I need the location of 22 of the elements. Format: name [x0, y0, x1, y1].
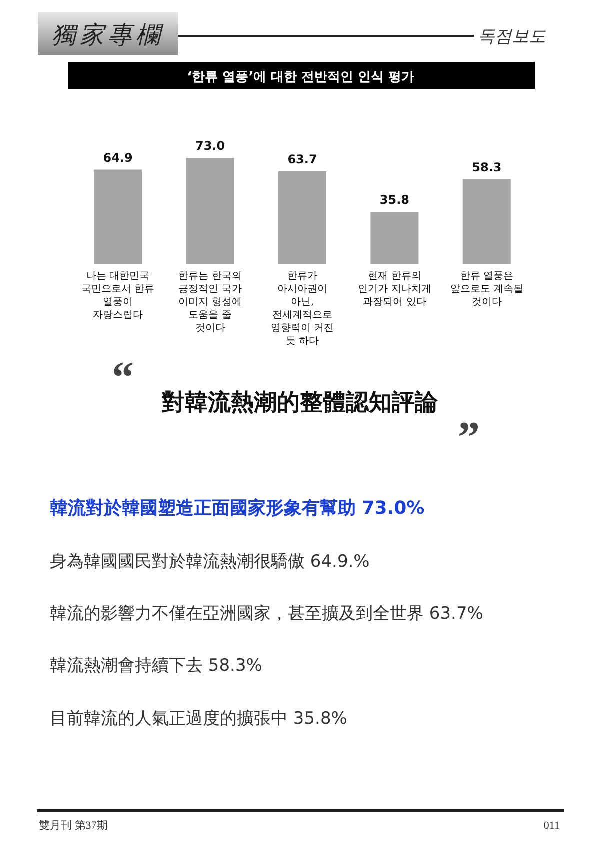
data-label: 73.0: [195, 139, 226, 153]
chart-title: ‘한류 열풍’에 대한 전반적인 인식 평가: [187, 70, 415, 85]
x-tick-label: 나는 대한민국 국민으로서 한류 열풍이 자랑스럽다: [82, 271, 155, 321]
text: 目前韓流的人氣正過度的擴張中 35.8%: [50, 709, 348, 729]
text: 韓流的影響力不僅在亞洲國家，甚至擴及到全世界 63.7%: [50, 604, 484, 624]
text: “: [112, 353, 134, 402]
text: 雙月刊 第37期: [39, 820, 108, 832]
x-tick-label: 현재 한류의 인기가 지나치게 과장되어 있다: [358, 271, 432, 308]
text: 韓流對於韓國塑造正面國家形象有幫助 73.0%: [50, 498, 425, 519]
data-label: 35.8: [380, 193, 410, 208]
text: 身為韓國國民對於韓流熱潮很驕傲 64.9.%: [50, 552, 370, 572]
data-label: 63.7: [288, 152, 318, 167]
data-label: 64.9: [103, 150, 133, 165]
x-tick-label: 한류는 한국의 긍정적인 국가 이미지 형성에 도움을 줄 것이다: [178, 271, 242, 334]
x-tick-label: 한류가 아시아권이 아닌, 전세계적으로 영향력이 커진 듯 하다: [270, 271, 334, 347]
text: 韓流熱潮會持續下去 58.3%: [50, 656, 262, 676]
data-label: 58.3: [472, 160, 502, 174]
text: 對韓流熱潮的整體認知評論: [161, 389, 439, 416]
text: ”: [458, 413, 480, 462]
x-tick-label: 한류 열풍은 앞으로도 계속될 것이다: [450, 271, 524, 308]
text: 011: [544, 820, 560, 832]
header: 獨家專欄 독점보도: [38, 12, 546, 55]
